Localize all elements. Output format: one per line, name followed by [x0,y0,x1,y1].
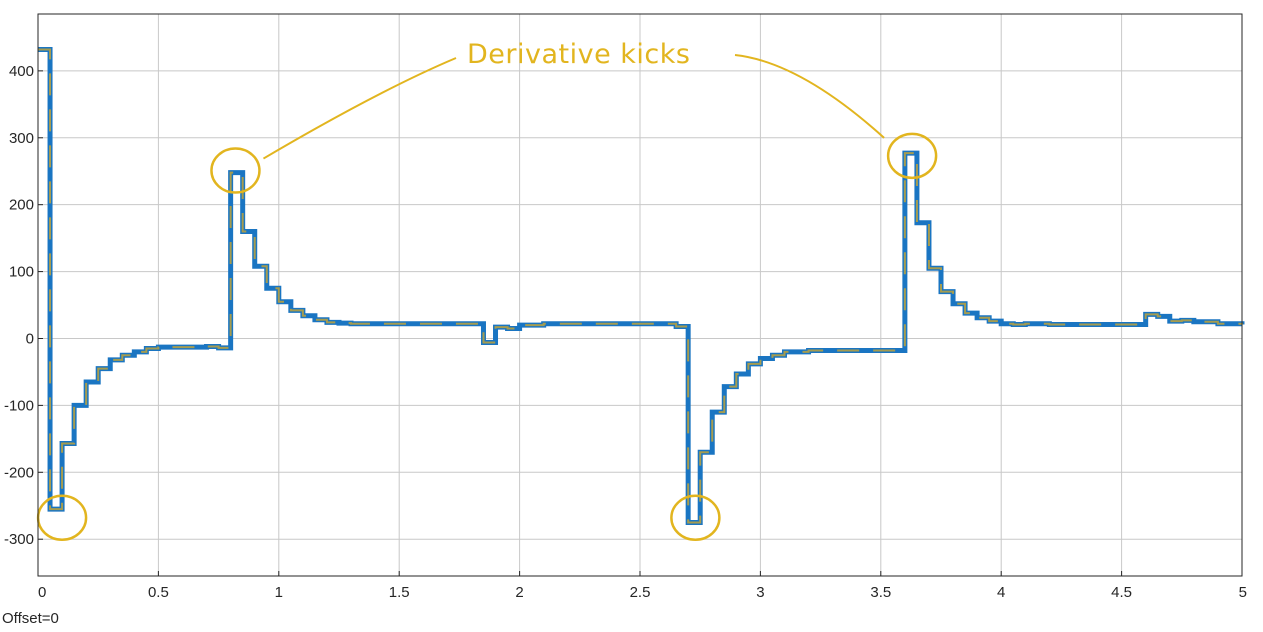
kick-circle [886,132,938,180]
kick-circle [210,147,261,194]
x-tick-label: 1.5 [389,584,410,601]
annotation-group: Derivative kicks [36,39,938,542]
y-tick-label: 300 [9,130,34,147]
y-tick-label: 200 [9,197,34,214]
grid [37,14,1243,576]
x-tick-label: 0.5 [148,584,169,601]
axes-frame [37,13,1243,577]
annotation-label: Derivative kicks [467,39,690,70]
offset-label: Offset=0 [2,610,59,627]
x-tick-label: 4 [997,584,1005,601]
y-tick-label: 0 [26,330,34,347]
y-tick-label: -100 [4,397,34,414]
signal-line-dashed-overlay [38,48,1243,524]
x-tick-label: 2 [515,584,523,601]
x-tick-label: 1 [275,584,283,601]
kick-circle [670,494,721,542]
y-tick-label: -200 [4,464,34,481]
y-tick-labels: -300 -200 -100 0 100 200 300 400 [4,63,34,548]
x-tick-label: 4.5 [1111,584,1132,601]
x-tick-labels: 0 0.5 1 1.5 2 2.5 3 3.5 4 4.5 5 [38,584,1247,601]
x-tick-label: 2.5 [630,584,651,601]
annotation-leader-right [734,54,885,139]
y-tick-label: -300 [4,531,34,548]
x-tick-label: 5 [1239,584,1247,601]
y-tick-label: 100 [9,264,34,281]
x-tick-label: 0 [38,584,46,601]
y-tick-label: 400 [9,63,34,80]
plot-series [38,46,1245,525]
x-tick-label: 3 [756,584,764,601]
annotation-leader-left [262,57,457,160]
x-tick-label: 3.5 [870,584,891,601]
